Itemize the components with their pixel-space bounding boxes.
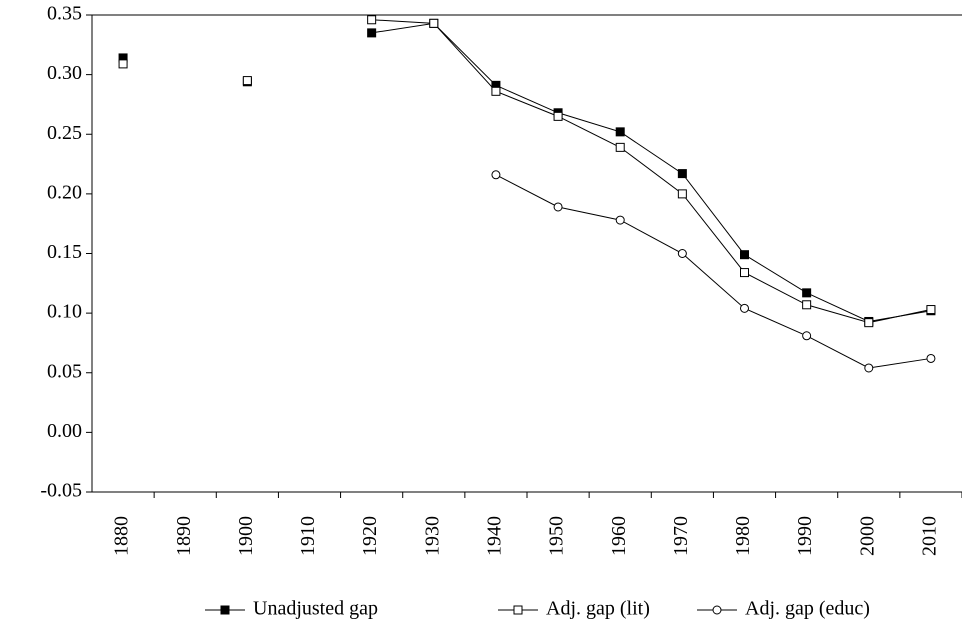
x-tick-label: 1900 [235, 516, 257, 556]
series-line [371, 22, 932, 322]
data-point [740, 250, 749, 260]
data-point [677, 249, 687, 258]
y-tick-label: 0.15 [47, 241, 82, 263]
data-point [802, 300, 812, 310]
y-tick-label: 0.35 [47, 3, 82, 25]
x-tick-label: 1880 [111, 516, 133, 556]
x-tick-label: 1970 [670, 516, 692, 556]
data-point [242, 76, 252, 86]
data-point [802, 288, 812, 298]
x-tick-label: 1950 [546, 516, 568, 556]
x-tick-label: 1890 [173, 516, 195, 556]
data-point [491, 86, 501, 96]
data-point [615, 215, 625, 225]
data-point [553, 202, 563, 212]
data-point [740, 268, 749, 278]
legend-marker [220, 605, 230, 615]
data-point [864, 318, 874, 328]
x-tick-label: 2000 [856, 516, 878, 556]
data-point [677, 169, 687, 179]
x-tick-label: 1940 [484, 516, 506, 556]
legend-label: Adj. gap (lit) [546, 598, 650, 620]
legend-label: Unadjusted gap [253, 598, 378, 620]
x-tick-label: 1990 [794, 516, 816, 556]
data-point [677, 189, 687, 199]
data-point [802, 331, 812, 341]
data-point [553, 111, 563, 121]
y-tick-label: -0.05 [40, 480, 82, 502]
y-tick-label: 0.05 [47, 360, 82, 382]
x-tick-label: 1930 [421, 516, 443, 556]
data-point [118, 59, 128, 69]
legend-marker [513, 605, 523, 615]
y-tick-label: 0.25 [47, 122, 82, 144]
data-point [926, 305, 936, 315]
y-tick-label: 0.00 [47, 420, 82, 442]
y-tick-label: 0.10 [47, 301, 82, 323]
x-tick-label: 2010 [919, 516, 941, 556]
data-point [740, 303, 749, 313]
data-point [429, 18, 439, 28]
x-tick-label: 1980 [732, 516, 754, 556]
y-tick-label: 0.30 [47, 62, 82, 84]
data-point [615, 127, 625, 137]
legend-label: Adj. gap (educ) [745, 598, 870, 620]
data-point [615, 142, 625, 152]
data-point [367, 15, 377, 25]
data-point [926, 353, 936, 363]
x-tick-label: 1910 [297, 516, 319, 556]
data-point [491, 170, 501, 180]
series-line [495, 174, 932, 369]
series-line [371, 19, 932, 324]
data-point [864, 363, 874, 373]
x-tick-label: 1920 [359, 516, 381, 556]
data-point [367, 28, 377, 38]
legend-marker [712, 605, 722, 615]
x-tick-label: 1960 [608, 516, 630, 556]
y-tick-label: 0.20 [47, 181, 82, 203]
